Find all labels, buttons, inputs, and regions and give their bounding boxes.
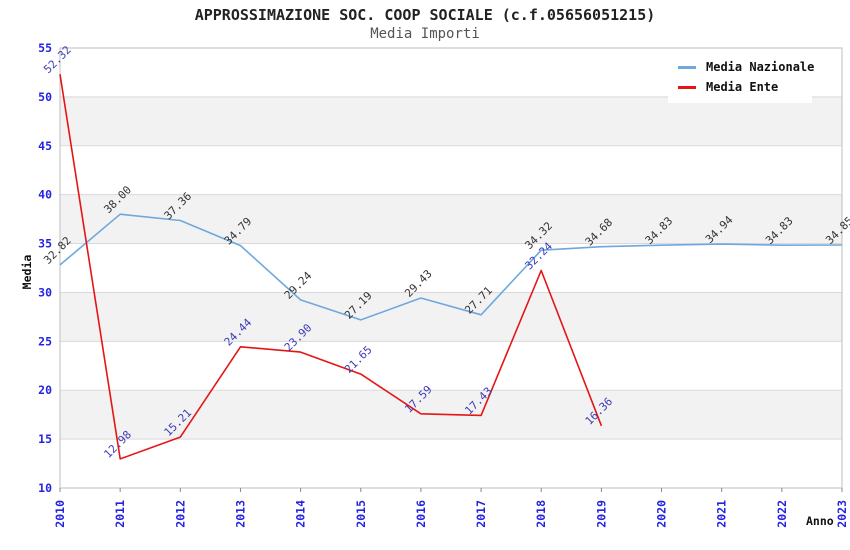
chart-title: APPROSSIMAZIONE SOC. COOP SOCIALE (c.f.0… [194, 6, 656, 24]
svg-text:2013: 2013 [233, 500, 247, 528]
svg-text:50: 50 [38, 90, 52, 104]
y-axis-title: Media [20, 254, 34, 290]
svg-text:2023: 2023 [835, 500, 849, 528]
svg-text:2017: 2017 [474, 500, 488, 528]
svg-text:21.65: 21.65 [342, 343, 375, 376]
x-axis-tick-labels: 2010 2011 2012 2013 2014 2015 2016 2017 2018 2019… [53, 488, 849, 528]
series-line-media-ente [59, 74, 603, 460]
svg-text:45: 45 [38, 139, 52, 153]
legend-label-media-ente: Media Ente [706, 80, 779, 94]
svg-text:35: 35 [38, 237, 52, 251]
y-axis-tick-labels: 10 15 20 25 30 35 40 45 50 55 [38, 41, 52, 495]
series-line-media-nazionale [59, 213, 843, 321]
legend-item-media-ente: Media Ente [678, 77, 804, 97]
svg-text:55: 55 [38, 41, 52, 55]
svg-text:2015: 2015 [354, 500, 368, 528]
svg-text:40: 40 [38, 188, 52, 202]
legend-label-media-nazionale: Media Nazionale [706, 60, 815, 74]
svg-text:2012: 2012 [173, 500, 187, 528]
svg-text:2011: 2011 [113, 500, 127, 528]
legend-line-swatch-icon [678, 85, 696, 89]
svg-text:30: 30 [38, 285, 52, 299]
legend-item-media-nazionale: Media Nazionale [678, 57, 814, 77]
svg-text:2019: 2019 [594, 500, 608, 528]
plot-border [59, 47, 843, 489]
svg-text:25: 25 [38, 334, 52, 348]
svg-text:2016: 2016 [414, 500, 428, 528]
gridlines [60, 96, 842, 440]
svg-text:20: 20 [38, 383, 52, 397]
svg-text:2021: 2021 [715, 500, 729, 528]
svg-text:2010: 2010 [53, 500, 67, 528]
svg-text:10: 10 [38, 481, 52, 495]
x-axis-title: Anno [806, 514, 834, 528]
svg-text:2020: 2020 [655, 500, 669, 528]
svg-text:15: 15 [38, 432, 52, 446]
legend: Media Nazionale Media Ente [668, 51, 814, 103]
plot-bands [60, 96, 842, 440]
legend-line-swatch-icon [678, 65, 696, 69]
svg-text:2014: 2014 [294, 500, 308, 528]
chart-subtitle: Media Importi [370, 26, 480, 42]
svg-text:2022: 2022 [775, 500, 789, 528]
svg-text:2018: 2018 [534, 500, 548, 528]
